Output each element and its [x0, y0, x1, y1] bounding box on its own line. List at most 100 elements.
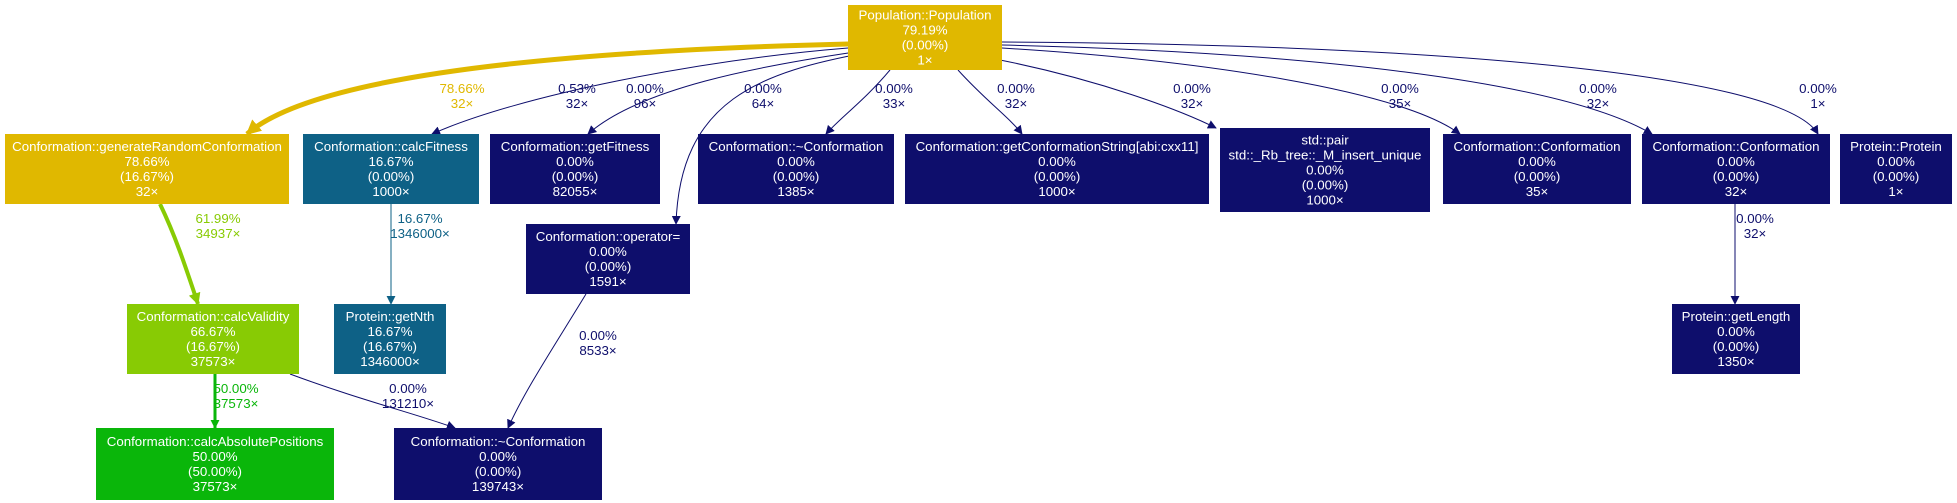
- node-stat: (0.00%): [1514, 169, 1561, 184]
- edge-label-pct: 0.53%: [558, 81, 596, 96]
- edge-label-calls: 1×: [1810, 96, 1825, 111]
- edge-line: [825, 69, 891, 135]
- node-box: [698, 134, 894, 204]
- node-title: Conformation::Conformation: [1453, 139, 1620, 154]
- edge-line: [957, 69, 1023, 135]
- node-stat: 0.00%: [777, 154, 815, 169]
- node-getFitness[interactable]: Conformation::getFitness0.00%(0.00%)8205…: [490, 134, 660, 204]
- edge-label-pct: 0.00%: [875, 81, 913, 96]
- node-stat: (0.00%): [475, 464, 522, 479]
- edge-label-calls: 35×: [1389, 96, 1412, 111]
- node-box: [905, 134, 1209, 204]
- node-title: Conformation::calcAbsolutePositions: [107, 434, 324, 449]
- edge-label-pct: 0.00%: [626, 81, 664, 96]
- node-title: Protein::getNth: [346, 309, 435, 324]
- node-stat: 78.66%: [124, 154, 169, 169]
- node-stat: 1385×: [777, 184, 814, 199]
- edge-line: [507, 293, 587, 429]
- edge-population-to-getFitness: 0.00%96×: [587, 51, 856, 135]
- node-stat: std::_Rb_tree::_M_insert_unique: [1229, 148, 1422, 163]
- node-stat: 35×: [1526, 184, 1549, 199]
- node-stat: 0.00%: [1717, 324, 1755, 339]
- node-stat: 79.19%: [902, 23, 947, 38]
- node-generateRandomConformation[interactable]: Conformation::generateRandomConformation…: [5, 134, 289, 204]
- edge-label-pct: 0.00%: [1736, 211, 1774, 226]
- node-destructor1[interactable]: Conformation::~Conformation0.00%(0.00%)1…: [698, 134, 894, 204]
- edge-population-to-destructor1: 0.00%33×: [825, 69, 913, 135]
- node-destructor2[interactable]: Conformation::~Conformation0.00%(0.00%)1…: [394, 428, 602, 500]
- node-getConformationString[interactable]: Conformation::getConformationString[abi:…: [905, 134, 1209, 204]
- node-stat: 1×: [917, 53, 932, 68]
- edge-population-to-stdpair: 0.00%32×: [999, 59, 1217, 129]
- node-title: Conformation::~Conformation: [709, 139, 884, 154]
- edge-label-calls: 131210×: [382, 396, 434, 411]
- node-title: Conformation::calcFitness: [314, 139, 468, 154]
- node-title: Conformation::generateRandomConformation: [12, 139, 282, 154]
- node-stat: (0.00%): [1302, 178, 1349, 193]
- node-stat: 32×: [1725, 184, 1748, 199]
- edge-label-pct: 0.00%: [1381, 81, 1419, 96]
- edge-label-pct: 61.99%: [195, 211, 240, 226]
- node-calcValidity[interactable]: Conformation::calcValidity66.67%(16.67%)…: [127, 304, 299, 374]
- node-stat: 16.67%: [368, 154, 413, 169]
- edge-line: [1001, 41, 1819, 135]
- node-stat: 139743×: [472, 479, 524, 494]
- node-conformation32[interactable]: Conformation::Conformation0.00%(0.00%)32…: [1642, 134, 1830, 204]
- edge-label-calls: 32×: [1587, 96, 1610, 111]
- edge-label-calls: 32×: [451, 96, 474, 111]
- node-calcAbsolutePositions[interactable]: Conformation::calcAbsolutePositions50.00…: [96, 428, 334, 500]
- node-stat: (0.00%): [1713, 169, 1760, 184]
- edge-label-calls: 34937×: [196, 226, 241, 241]
- node-stat: 37573×: [191, 354, 236, 369]
- edge-label-pct: 16.67%: [397, 211, 442, 226]
- edge-line: [431, 47, 849, 135]
- edge-population-to-calcFitness: 0.53% 32×: [431, 47, 849, 135]
- edge-population-to-operatorEq: 0.00%64×: [671, 51, 871, 225]
- node-stat: (0.00%): [1034, 169, 1081, 184]
- node-box: [127, 304, 299, 374]
- node-stat: 1591×: [589, 274, 626, 289]
- edge-label-pct: 0.00%: [579, 328, 617, 343]
- node-title: Protein::Protein: [1850, 139, 1942, 154]
- node-box: [848, 5, 1002, 70]
- edge-label-calls: 32×: [1744, 226, 1767, 241]
- node-box: [490, 134, 660, 204]
- node-stat: 1000×: [1306, 193, 1343, 208]
- node-stdpair[interactable]: std::pairstd::_Rb_tree::_M_insert_unique…: [1220, 128, 1430, 212]
- node-stat: (0.00%): [552, 169, 599, 184]
- node-stat: 0.00%: [479, 449, 517, 464]
- node-title: Population::Population: [858, 8, 991, 23]
- edge-label-pct: 0.00%: [744, 81, 782, 96]
- edges-layer: 78.66%32×0.53%32×0.00%96×0.00%64×0.00%33…: [158, 41, 1837, 430]
- edge-label-pct: 0.00%: [389, 381, 427, 396]
- node-box: [1840, 134, 1952, 204]
- edge-operatorEq-to-destructor2: 0.00%8533×: [507, 293, 617, 429]
- node-stat: 1×: [1888, 184, 1903, 199]
- edge-calcValidity-to-calcAbsolutePositions: 50.00%37573×: [210, 374, 259, 429]
- node-calcFitness[interactable]: Conformation::calcFitness16.67%(0.00%)10…: [303, 134, 479, 204]
- nodes-layer: Population::Population79.19%(0.00%)1×Con…: [5, 5, 1952, 500]
- node-stat: 0.00%: [556, 154, 594, 169]
- node-title: Conformation::getConformationString[abi:…: [916, 139, 1199, 154]
- edge-population-to-protein: 0.00% 1×: [1001, 41, 1837, 135]
- node-operatorEq[interactable]: Conformation::operator=0.00%(0.00%)1591×: [526, 224, 690, 294]
- node-stat: (0.00%): [585, 259, 632, 274]
- node-box: [303, 134, 479, 204]
- edge-generateRandomConformation-to-calcValidity: 61.99%34937×: [158, 203, 241, 306]
- edge-population-to-conformation35: 0.00%35×: [1001, 47, 1461, 135]
- node-title: Protein::getLength: [1682, 309, 1791, 324]
- node-stat: 37573×: [193, 479, 238, 494]
- node-stat: 1000×: [372, 184, 409, 199]
- edge-label-pct: 50.00%: [213, 381, 258, 396]
- edge-label-pct: 0.00%: [1579, 81, 1617, 96]
- edge-population-to-conformation32: 0.00%32×: [1001, 44, 1653, 135]
- node-title: Conformation::operator=: [536, 229, 681, 244]
- node-stat: (16.67%): [363, 339, 417, 354]
- node-conformation35[interactable]: Conformation::Conformation0.00%(0.00%)35…: [1443, 134, 1631, 204]
- edge-line: [999, 59, 1217, 129]
